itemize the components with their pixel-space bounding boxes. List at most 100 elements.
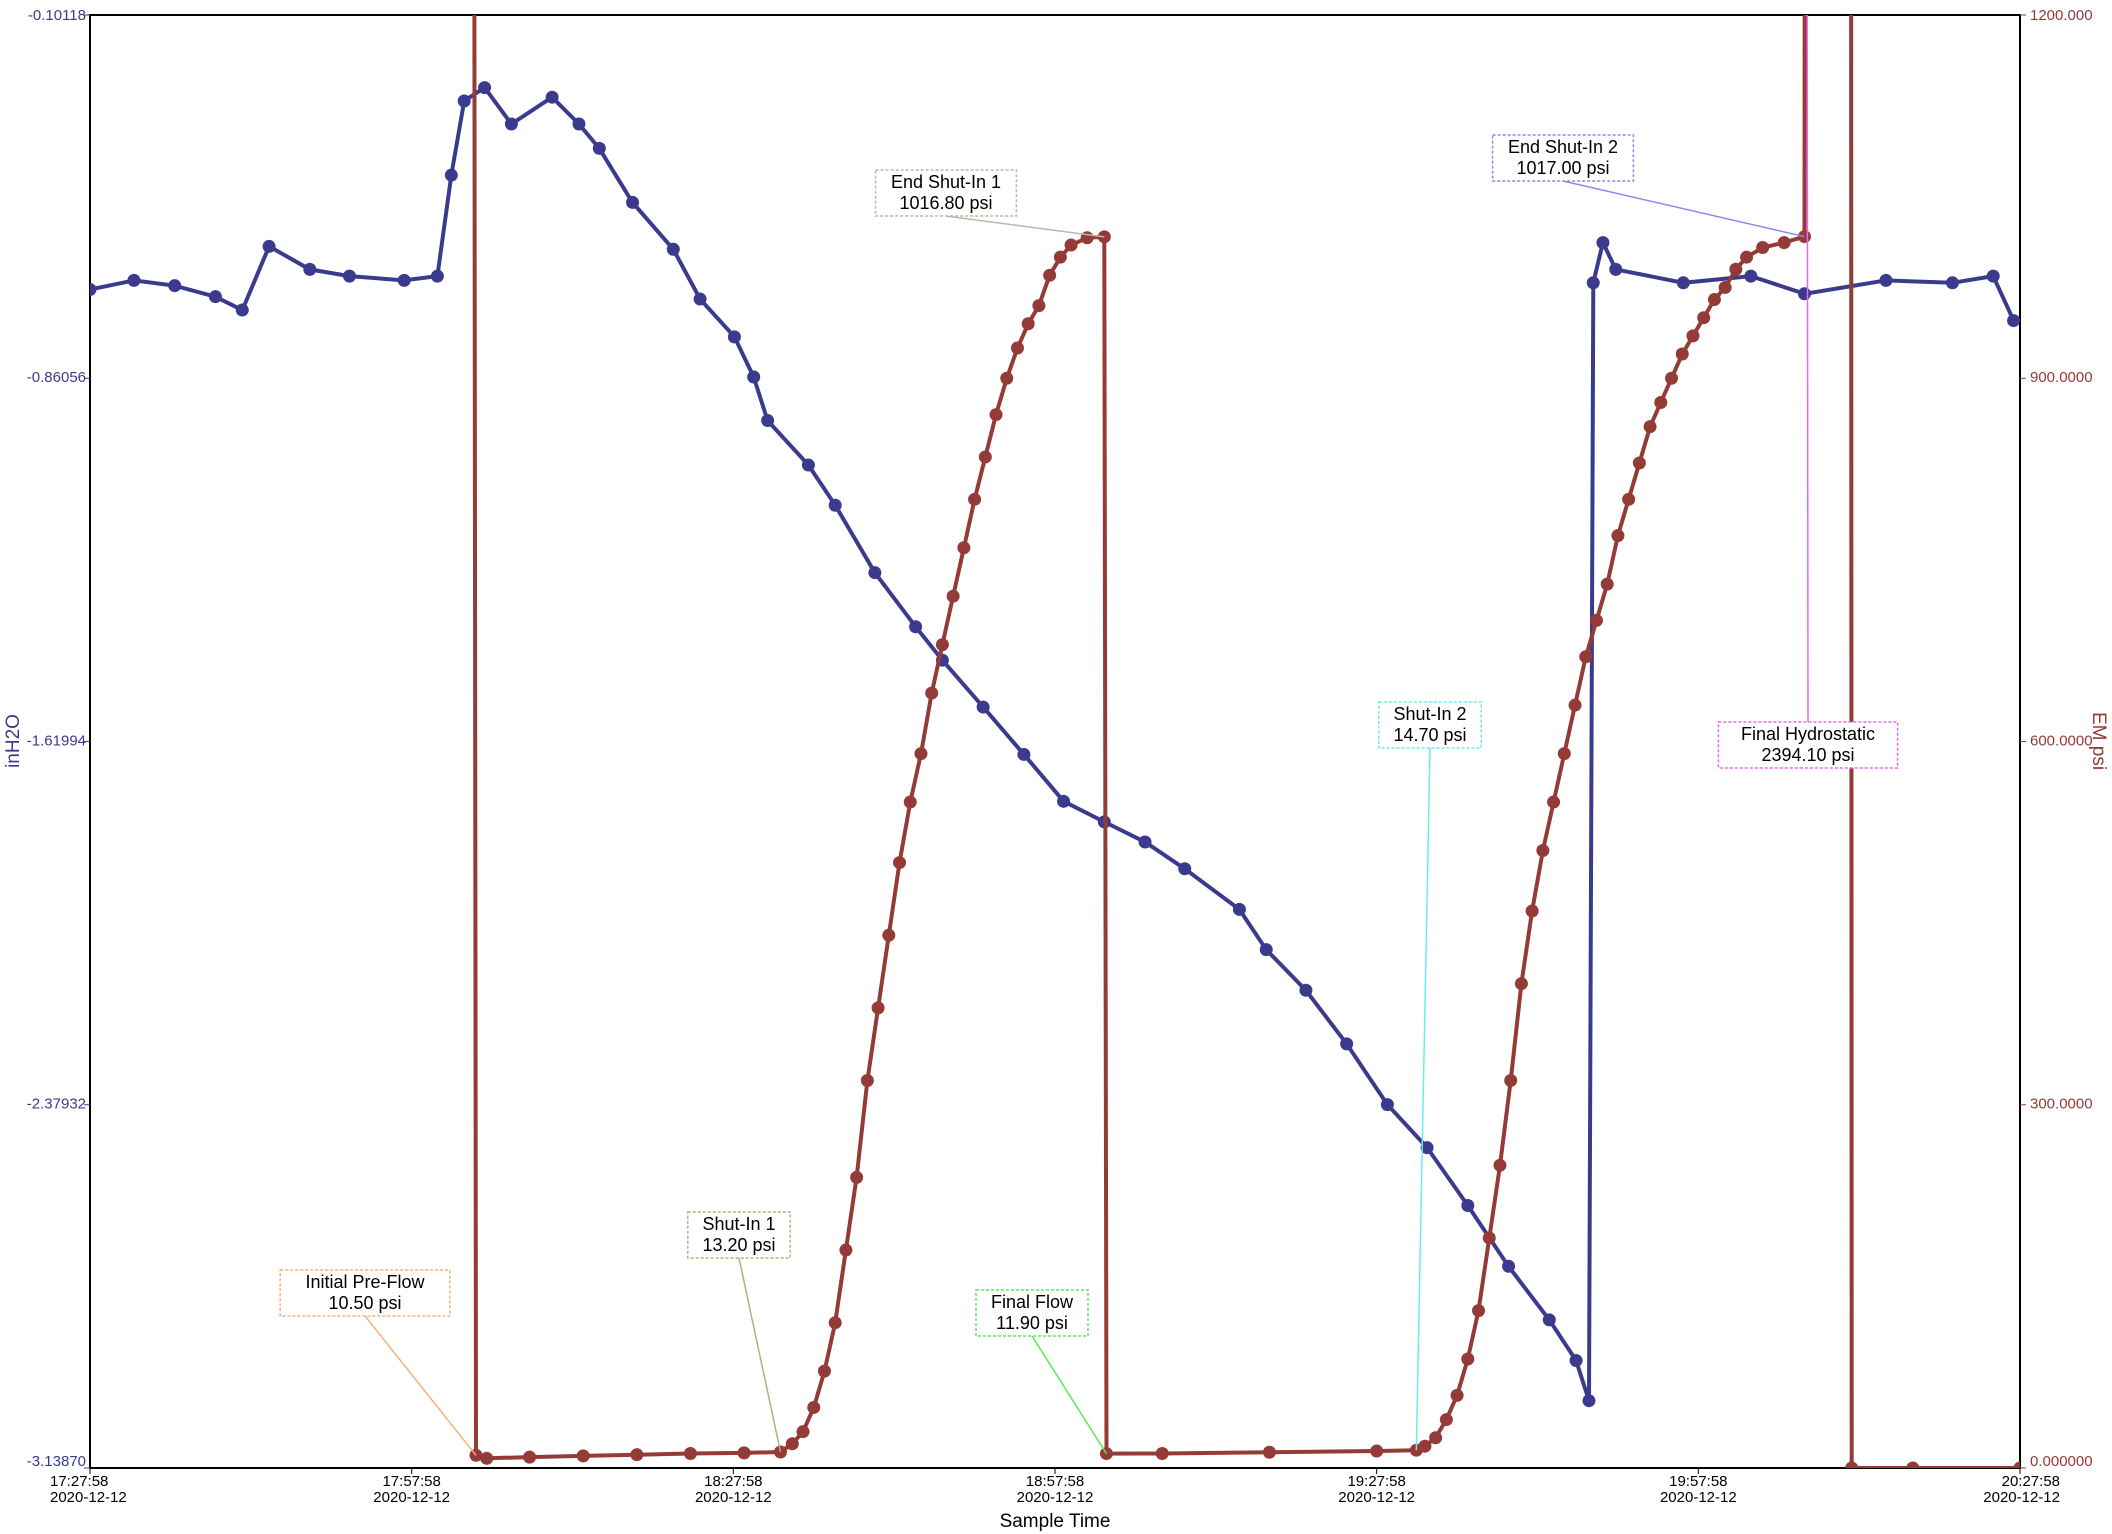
data-point — [523, 1450, 537, 1464]
data-point — [1676, 276, 1690, 290]
data-point — [1064, 238, 1078, 252]
data-point — [1057, 794, 1071, 808]
x-tick-label: 19:57:58 — [1669, 1473, 1727, 1490]
data-point — [807, 1400, 821, 1414]
data-point — [868, 566, 882, 580]
data-point — [592, 141, 606, 155]
data-point — [1525, 904, 1539, 918]
data-point — [882, 928, 896, 942]
x-tick-label: 20:27:58 — [2002, 1473, 2060, 1490]
data-point — [444, 168, 458, 182]
data-point — [839, 1243, 853, 1257]
data-point — [1611, 529, 1625, 543]
data-point — [480, 1451, 494, 1465]
data-point — [1504, 1074, 1518, 1088]
data-point — [430, 269, 444, 283]
data-point — [1021, 317, 1035, 331]
annotation-box — [1491, 134, 1635, 182]
data-point — [1010, 341, 1024, 355]
data-point — [1569, 1354, 1583, 1368]
data-point — [457, 94, 471, 108]
data-point — [504, 117, 518, 131]
x-tick-date: 2020-12-12 — [50, 1489, 127, 1506]
y2-tick-label: 900.0000 — [2030, 369, 2093, 386]
data-point — [1879, 273, 1893, 287]
data-point — [1906, 1461, 1920, 1468]
data-point — [1589, 613, 1603, 627]
x-tick-label: 19:27:58 — [1347, 1473, 1405, 1490]
data-point — [925, 686, 939, 700]
data-point — [1654, 395, 1668, 409]
y-tick-label: -2.37932 — [27, 1096, 86, 1113]
data-point — [1450, 1388, 1464, 1402]
x-tick-date: 2020-12-12 — [1983, 1489, 2060, 1506]
y-tick-label: -1.61994 — [27, 732, 86, 749]
data-point — [761, 414, 775, 428]
data-point — [1043, 268, 1057, 282]
x-tick-date: 2020-12-12 — [373, 1489, 450, 1506]
data-point — [1418, 1439, 1432, 1453]
data-point — [2013, 1461, 2020, 1468]
data-point — [914, 747, 928, 761]
annotation-label: Initial Pre-Flow — [305, 1272, 425, 1292]
data-point — [1429, 1431, 1443, 1445]
data-point — [1600, 577, 1614, 591]
data-point — [342, 269, 356, 283]
annotation-leader — [1415, 747, 1431, 1451]
annotation-value: 10.50 psi — [328, 1293, 401, 1313]
data-point — [1845, 1461, 1859, 1468]
data-point — [683, 1446, 697, 1460]
data-point — [893, 856, 907, 870]
data-point — [978, 450, 992, 464]
x-tick-label: 17:57:58 — [382, 1473, 440, 1490]
data-point — [693, 292, 707, 306]
annotation-leader — [738, 1257, 782, 1453]
annotation-leader-group — [738, 1257, 782, 1453]
data-point — [1232, 902, 1246, 916]
data-point — [935, 638, 949, 652]
data-point — [626, 195, 640, 209]
annotation-box — [874, 169, 1018, 217]
data-point — [1986, 269, 2000, 283]
annotation-leader — [1562, 180, 1805, 238]
y-tick-label: -0.10118 — [28, 7, 86, 24]
y-tick-label: -3.13870 — [27, 1453, 86, 1470]
data-point — [2007, 314, 2020, 328]
data-point — [747, 370, 761, 384]
data-point — [1744, 269, 1758, 283]
data-point — [576, 1449, 590, 1463]
annotation-label: End Shut-In 1 — [891, 172, 1001, 192]
x-tick-date: 2020-12-12 — [1338, 1489, 1415, 1506]
data-point — [946, 589, 960, 603]
data-point — [1568, 698, 1582, 712]
data-point — [1340, 1037, 1354, 1051]
y2-tick-label: 300.0000 — [2030, 1096, 2093, 1113]
annotation-leader-group — [1562, 180, 1805, 238]
data-point — [1707, 293, 1721, 307]
data-point — [903, 795, 917, 809]
data-point — [957, 541, 971, 555]
data-point — [397, 273, 411, 287]
data-point — [1945, 276, 1959, 290]
data-point — [1053, 250, 1067, 264]
data-point — [1797, 287, 1811, 301]
data-point — [127, 273, 141, 287]
data-point — [90, 282, 97, 296]
data-point — [1017, 747, 1031, 761]
data-point — [1729, 262, 1743, 276]
y2-tick-label: 0.000000 — [2030, 1453, 2093, 1470]
annotation-leader — [945, 215, 1105, 238]
annotation-label: Final Hydrostatic — [1741, 724, 1875, 744]
x-tick-date: 2020-12-12 — [1017, 1489, 1094, 1506]
x-tick-label: 18:27:58 — [704, 1473, 762, 1490]
data-point — [545, 90, 559, 104]
data-point — [1675, 347, 1689, 361]
data-point — [968, 492, 982, 506]
data-point — [1643, 420, 1657, 434]
annotation-leader-group — [1415, 747, 1431, 1451]
data-point — [1259, 943, 1273, 957]
data-point — [630, 1448, 644, 1462]
data-point — [1697, 311, 1711, 325]
data-point — [1178, 862, 1192, 876]
